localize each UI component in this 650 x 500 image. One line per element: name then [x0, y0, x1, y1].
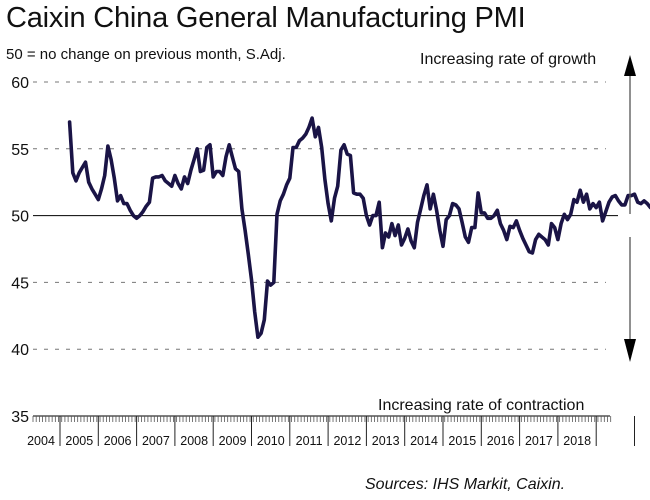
arrow-down-icon: [624, 339, 636, 362]
plot-area: [67, 116, 650, 340]
chart-subtitle: 50 = no change on previous month, S.Adj.: [6, 46, 286, 63]
x-tick-label: 2017: [525, 434, 553, 448]
gridlines: [33, 81, 618, 350]
y-tick-label: 35: [11, 409, 29, 426]
y-tick-label: 45: [11, 275, 29, 292]
source-note: Sources: IHS Markit, Caixin.: [365, 476, 566, 493]
x-tick-label: 2011: [296, 434, 323, 448]
arrow-up-icon: [624, 55, 636, 76]
x-tick-label: 2014: [410, 434, 438, 448]
x-tick-label: 2012: [333, 434, 361, 448]
x-tick-label: 2008: [180, 434, 208, 448]
contraction-annotation: Increasing rate of contraction: [378, 397, 585, 414]
y-tick-label: 55: [11, 142, 29, 159]
y-tick-label: 50: [11, 209, 29, 226]
x-tick-label: 2006: [104, 434, 132, 448]
x-axis: 2004 2005 2006 2007 2008 2009 2010 2011 2012 2013…: [27, 415, 635, 448]
x-tick-label: 2013: [372, 434, 400, 448]
x-tick-label: 2015: [448, 434, 476, 448]
x-tick-label: 2007: [142, 434, 170, 448]
chart-title: Caixin China General Manufacturing PMI: [6, 2, 526, 34]
x-tick-label: 2004: [27, 434, 55, 448]
y-tick-label: 40: [11, 342, 29, 359]
y-axis: 35 40 45 50 55 60: [11, 75, 29, 426]
pmi-series-line: [67, 116, 650, 340]
x-tick-label: 2016: [487, 434, 515, 448]
x-tick-label: 2010: [257, 434, 285, 448]
x-tick-label: 2009: [219, 434, 247, 448]
x-tick-label: 2018: [563, 434, 591, 448]
x-tick-label: 2005: [65, 434, 93, 448]
y-tick-label: 60: [11, 75, 29, 92]
direction-arrows: [624, 55, 636, 362]
growth-annotation: Increasing rate of growth: [420, 51, 597, 68]
